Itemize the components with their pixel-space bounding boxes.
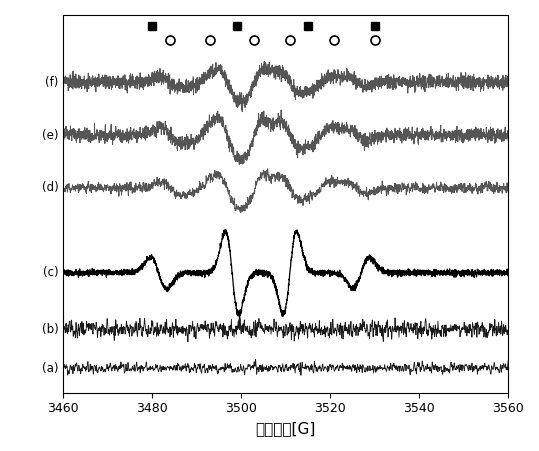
Text: (b): (b)	[42, 322, 58, 336]
Text: (f): (f)	[45, 76, 58, 88]
Text: (a): (a)	[42, 362, 58, 374]
X-axis label: 磁场强度[G]: 磁场强度[G]	[255, 421, 316, 436]
Text: (c): (c)	[43, 266, 58, 279]
Text: (d): (d)	[42, 181, 58, 194]
Text: (e): (e)	[42, 129, 58, 142]
